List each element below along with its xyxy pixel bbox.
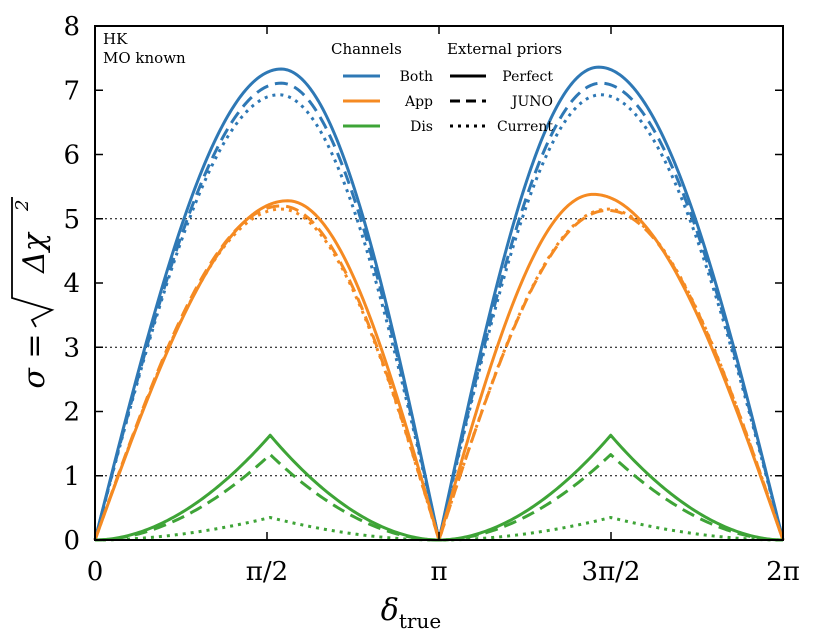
- y-tick-label: 0: [63, 526, 80, 556]
- annotation-experiment: HK: [103, 30, 128, 48]
- annotation: HK MO known: [103, 30, 186, 67]
- legend-priors-title: External priors: [447, 40, 562, 58]
- series-app-juno: [93, 204, 785, 542]
- y-tick-label: 4: [63, 269, 80, 299]
- plot-frame: [94, 25, 784, 541]
- y-axis-title-lhs: σ =: [17, 333, 52, 388]
- y-tick-label: 6: [63, 141, 80, 171]
- x-tick-label: π/2: [246, 557, 288, 587]
- radical-sign: [11, 197, 55, 328]
- legend-label-app: App: [404, 94, 433, 110]
- x-tick-label: 0: [87, 557, 104, 587]
- legend-label-dis: Dis: [410, 119, 433, 135]
- legend-label-current: Current: [497, 119, 553, 135]
- y-axis-title: σ = Δχ 2: [11, 197, 55, 389]
- series-both-juno: [93, 81, 785, 542]
- y-tick-label: 1: [63, 462, 80, 492]
- y-tick-label: 7: [63, 76, 80, 106]
- x-tick-label: 3π/2: [582, 557, 641, 587]
- legend: Channels External priors Both App Dis Perfe…: [331, 40, 562, 135]
- x-axis-title-main: δ: [381, 593, 399, 628]
- series-dis-perfect: [94, 433, 784, 542]
- x-axis-title: δtrue: [381, 593, 441, 633]
- x-tick-label: π: [430, 557, 447, 587]
- legend-label-juno: JUNO: [510, 94, 553, 110]
- x-tick-label: 2π: [766, 557, 800, 587]
- y-tick-label: 8: [63, 12, 80, 42]
- series-both-perfect: [93, 65, 785, 542]
- annotation-mo: MO known: [103, 49, 186, 67]
- series-dis-juno: [94, 453, 784, 542]
- series-app-current: [93, 207, 785, 542]
- series-app-perfect: [93, 192, 785, 542]
- legend-label-perfect: Perfect: [502, 69, 553, 85]
- legend-items: Both App Dis Perfect JUNO Current: [343, 69, 553, 135]
- y-axis-title-sup: 2: [12, 200, 33, 212]
- legend-label-both: Both: [400, 69, 433, 85]
- series-curves: [93, 65, 785, 542]
- y-tick-label: 3: [63, 333, 80, 363]
- y-tick-label: 5: [63, 205, 80, 235]
- x-axis-title-sub: true: [399, 609, 441, 633]
- reference-lines: [95, 218, 783, 477]
- legend-channels-title: Channels: [331, 40, 402, 58]
- y-axis-title-rad: Δχ: [17, 231, 52, 274]
- y-tick-label: 2: [63, 398, 80, 428]
- series-both-current: [93, 93, 785, 542]
